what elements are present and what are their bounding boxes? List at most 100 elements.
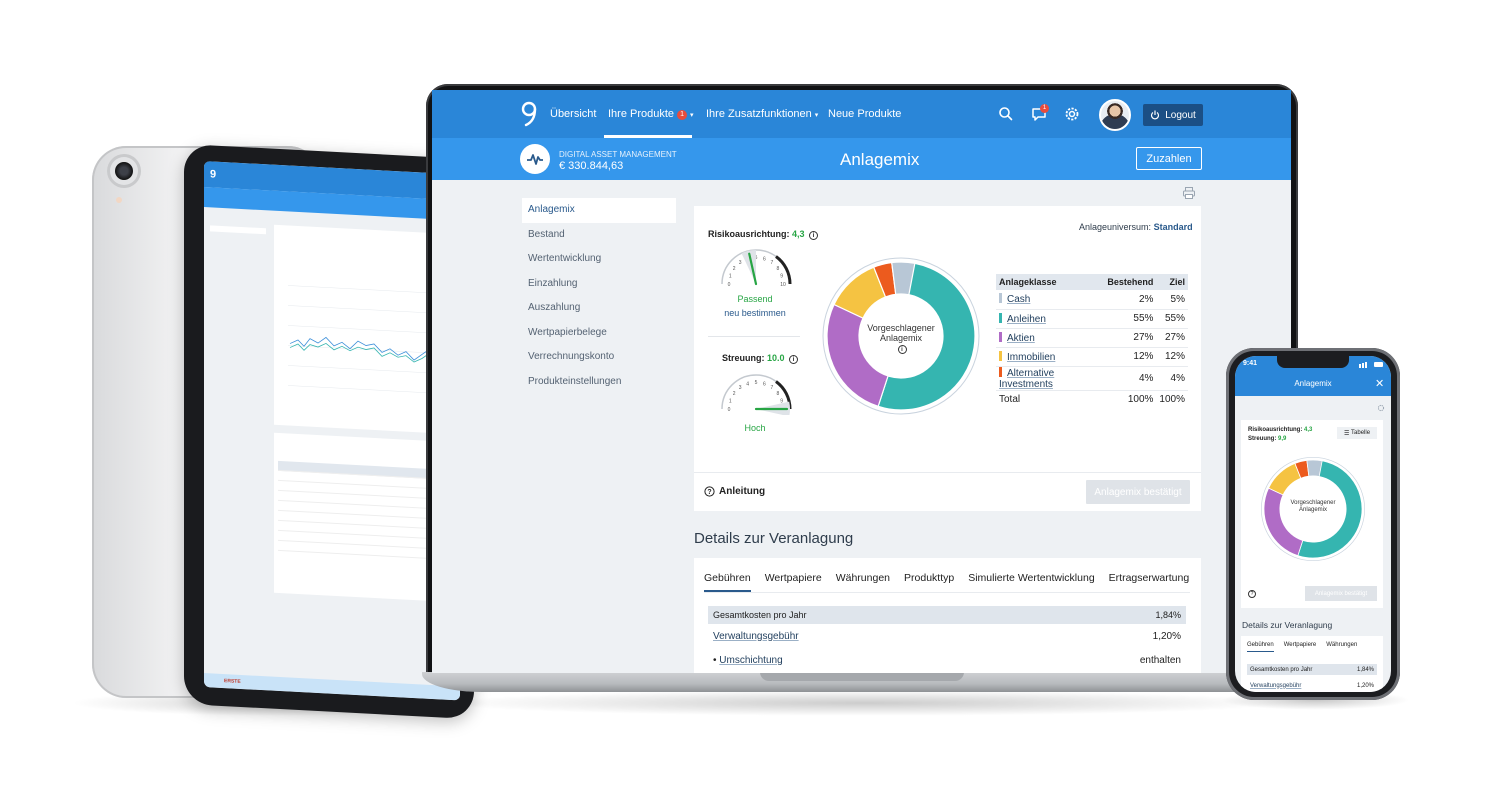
divider bbox=[704, 592, 1190, 593]
tab-wertpapiere[interactable]: Wertpapiere bbox=[764, 572, 822, 584]
print-icon[interactable] bbox=[1182, 186, 1196, 200]
tablet-footer: ERSTE bbox=[204, 673, 460, 701]
nav-zusatzfunktionen[interactable]: Ihre Zusatzfunktionen ▾ bbox=[706, 108, 818, 120]
fee-row: Verwaltungsgebühr 1,20% bbox=[708, 627, 1186, 645]
donut-slice-aktien[interactable] bbox=[826, 303, 889, 408]
gauge-tick-label: 1 bbox=[729, 274, 732, 280]
donut-slice-cash[interactable] bbox=[891, 261, 916, 296]
total-target: 100% bbox=[1159, 394, 1185, 406]
phone-time: 9:41 bbox=[1243, 360, 1258, 367]
product-bar: DIGITAL ASSET MANAGEMENT € 330.844,63 An… bbox=[432, 138, 1291, 180]
fee-value: 1,20% bbox=[1152, 630, 1181, 642]
asset-class-link[interactable]: Aktien bbox=[1007, 332, 1035, 344]
column-header: Anlageklasse bbox=[996, 274, 1105, 290]
confirm-mix-button[interactable]: Anlagemix bestätigt bbox=[1086, 480, 1190, 504]
anleitung-link[interactable]: ? Anleitung bbox=[704, 486, 765, 497]
gauge-tick-label: 0 bbox=[728, 282, 731, 288]
phone-page-title: Anlagemix bbox=[1294, 379, 1332, 388]
gauge-arc-high bbox=[775, 255, 792, 285]
sidebar-item-anlagemix[interactable]: Anlagemix bbox=[522, 198, 676, 223]
help-icon[interactable]: ? bbox=[1248, 590, 1256, 598]
gear-icon[interactable] bbox=[1063, 105, 1081, 123]
tablet-device: 9 bbox=[184, 144, 474, 720]
tab-simulierte-wertentwicklung[interactable]: Simulierte Wertentwicklung bbox=[968, 572, 1095, 584]
donut-label-line: Vorgeschlagener bbox=[1290, 500, 1336, 506]
phone-confirm-button[interactable]: Anlagemix bestätigt bbox=[1305, 586, 1377, 601]
asset-class-link[interactable]: Anleihen bbox=[1007, 313, 1046, 325]
tab-produkttyp[interactable]: Produkttyp bbox=[904, 572, 955, 584]
tab-gebuehren[interactable]: Gebühren bbox=[704, 572, 751, 592]
gear-icon[interactable] bbox=[1377, 404, 1385, 412]
cost-label: Gesamtkosten pro Jahr bbox=[713, 610, 807, 620]
phone-donut-label: Vorgeschlagener Anlagemix bbox=[1277, 500, 1349, 514]
cost-value: 1,84% bbox=[1356, 666, 1374, 673]
sidebar-item-produkteinstellungen[interactable]: Produkteinstellungen bbox=[528, 375, 622, 387]
info-icon[interactable]: i bbox=[897, 345, 907, 354]
info-icon[interactable]: i bbox=[789, 355, 799, 364]
gauge-tick-label: 2 bbox=[733, 391, 736, 397]
anleitung-label: Anleitung bbox=[719, 486, 766, 497]
asset-class-cell: Cash bbox=[996, 290, 1105, 310]
fee-link[interactable]: Verwaltungsgebühr bbox=[1250, 682, 1302, 689]
laptop-base bbox=[422, 672, 1302, 692]
activity-icon bbox=[520, 144, 550, 174]
table-toggle-button[interactable]: ☰ Tabelle bbox=[1337, 427, 1377, 439]
column-header: Ziel bbox=[1156, 274, 1188, 290]
search-icon[interactable] bbox=[997, 105, 1015, 123]
asset-class-link[interactable]: Immobilien bbox=[1007, 351, 1056, 363]
phone-tab-waehrungen[interactable]: Währungen bbox=[1326, 642, 1358, 648]
allocation-donut-chart bbox=[822, 257, 980, 415]
phone-tabs: Gebühren Wertpapiere Währungen bbox=[1247, 642, 1357, 652]
info-icon[interactable]: i bbox=[809, 231, 819, 240]
logout-label: Logout bbox=[1165, 109, 1196, 121]
close-icon[interactable]: ✕ bbox=[1375, 378, 1385, 390]
avatar[interactable] bbox=[1099, 99, 1131, 131]
donut-slice-aktien[interactable] bbox=[1263, 487, 1304, 557]
phone-tab-gebuehren[interactable]: Gebühren bbox=[1247, 642, 1274, 652]
chevron-down-icon: ▾ bbox=[690, 112, 694, 119]
flash-icon bbox=[116, 197, 122, 203]
asset-class-link[interactable]: Alternative Investments bbox=[999, 367, 1055, 390]
donut-slice-immobilien[interactable] bbox=[1268, 462, 1302, 496]
fee-link[interactable]: Verwaltungsgebühr bbox=[713, 630, 799, 642]
investment-universe: Anlageuniversum: Standard bbox=[1079, 222, 1193, 232]
phone-risk-label: Risikoausrichtung: bbox=[1248, 427, 1303, 433]
brand-logo-icon[interactable] bbox=[520, 101, 538, 127]
tablet-logo: 9 bbox=[210, 168, 217, 181]
zuzahlen-button[interactable]: Zuzahlen bbox=[1136, 147, 1202, 170]
nav-neue-produkte[interactable]: Neue Produkte bbox=[828, 108, 901, 120]
gauge-tick-label: 3 bbox=[739, 385, 742, 391]
sidebar-item-verrechnungskonto[interactable]: Verrechnungskonto bbox=[528, 351, 615, 362]
gauge-highlight bbox=[741, 250, 756, 284]
donut-slice-cash[interactable] bbox=[1306, 459, 1323, 477]
gauge-tick-label: 1 bbox=[729, 399, 732, 405]
phone-tab-wertpapiere[interactable]: Wertpapiere bbox=[1283, 642, 1317, 648]
donut-label-line: Anlagemix bbox=[879, 333, 923, 343]
color-swatch bbox=[999, 366, 1002, 377]
universe-value[interactable]: Standard bbox=[1153, 222, 1193, 232]
sidebar-item-wertpapierbelege[interactable]: Wertpapierbelege bbox=[528, 326, 607, 338]
gauge-tick-label: 9 bbox=[780, 274, 783, 280]
table-header-row: Anlageklasse Bestehend Ziel bbox=[996, 274, 1188, 290]
active-nav-indicator bbox=[604, 135, 692, 138]
donut-slice-anleihen[interactable] bbox=[1297, 459, 1363, 559]
logout-button[interactable]: Logout bbox=[1143, 104, 1203, 126]
phone-spread-value: 9,9 bbox=[1278, 436, 1287, 442]
shift-link[interactable]: Umschichtung bbox=[719, 654, 783, 666]
nav-uebersicht[interactable]: Übersicht bbox=[550, 108, 596, 120]
risk-redefine-link[interactable]: neu bestimmen bbox=[724, 308, 786, 318]
tab-waehrungen[interactable]: Währungen bbox=[835, 572, 891, 584]
tab-ertragserwartung[interactable]: Ertragserwartung bbox=[1108, 572, 1190, 584]
phone-spread-label: Streuung: bbox=[1248, 436, 1277, 442]
total-current: 100% bbox=[1127, 394, 1154, 406]
nav-ihre-produkte[interactable]: Ihre Produkte 1 ▾ bbox=[608, 108, 694, 120]
color-swatch bbox=[999, 331, 1002, 342]
sidebar-item-bestand[interactable]: Bestand bbox=[528, 228, 565, 240]
donut-slice-anleihen[interactable] bbox=[877, 261, 976, 411]
asset-class-link[interactable]: Cash bbox=[1007, 294, 1031, 306]
sidebar-item-wertentwicklung[interactable]: Wertentwicklung bbox=[528, 253, 602, 264]
shift-row: • Umschichtung enthalten bbox=[713, 654, 1181, 666]
color-swatch bbox=[999, 293, 1002, 304]
sidebar-item-auszahlung[interactable]: Auszahlung bbox=[528, 302, 581, 313]
sidebar-item-einzahlung[interactable]: Einzahlung bbox=[528, 277, 578, 289]
